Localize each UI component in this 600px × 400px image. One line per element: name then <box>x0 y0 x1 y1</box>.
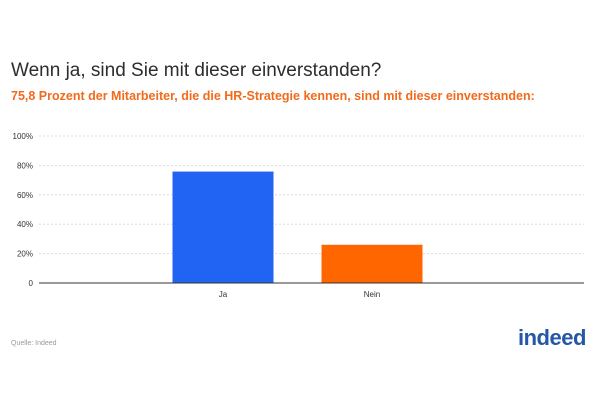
y-tick-label: 100% <box>13 132 33 141</box>
x-axis-ticks: Ja Nein <box>219 290 380 299</box>
source-note: Quelle: Indeed <box>11 340 57 347</box>
y-tick-label: 80% <box>17 161 33 170</box>
y-axis-ticks: 0 20% 40% 60% 80% 100% <box>13 132 34 288</box>
y-tick-label: 60% <box>17 191 33 200</box>
bar-chart: 0 20% 40% 60% 80% 100% Ja Nein <box>13 132 584 299</box>
chart-subtitle: 75,8 Prozent der Mitarbeiter, die die HR… <box>11 89 535 103</box>
bar-ja <box>172 171 274 283</box>
indeed-logo: indeed <box>518 325 586 350</box>
y-tick-label: 0 <box>29 279 34 288</box>
chart-title: Wenn ja, sind Sie mit dieser einverstand… <box>11 60 382 81</box>
bars <box>172 171 423 283</box>
gridlines <box>39 135 584 255</box>
x-tick-label-nein: Nein <box>364 290 380 299</box>
bar-nein <box>321 244 423 283</box>
x-tick-label-ja: Ja <box>219 290 228 299</box>
y-tick-label: 20% <box>17 250 33 259</box>
y-tick-label: 40% <box>17 220 33 229</box>
